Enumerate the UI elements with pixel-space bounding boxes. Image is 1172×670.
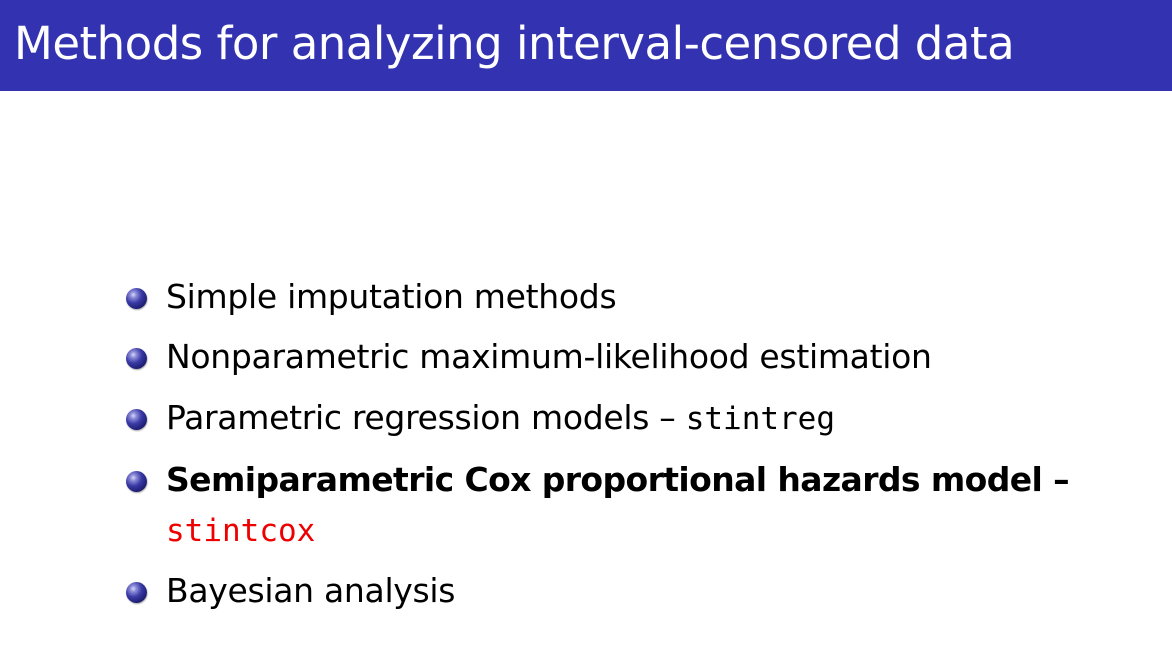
list-item-text: Bayesian analysis bbox=[166, 571, 456, 610]
list-item-text: Simple imputation methods bbox=[166, 277, 617, 316]
title-bar: Methods for analyzing interval-censored … bbox=[0, 0, 1172, 91]
list-item-label: Parametric regression models – bbox=[166, 398, 686, 437]
ball-bullet-icon bbox=[126, 288, 147, 309]
command-name-highlighted: stintcox bbox=[166, 513, 316, 549]
ball-bullet-icon bbox=[126, 348, 147, 369]
list-item-text: Nonparametric maximum-likelihood estimat… bbox=[166, 337, 932, 376]
ball-bullet-icon bbox=[126, 409, 147, 430]
list-item-text: Semiparametric Cox proportional hazards … bbox=[166, 460, 1070, 499]
ball-bullet-icon bbox=[126, 582, 147, 603]
ball-bullet-icon bbox=[126, 471, 147, 492]
slide-title: Methods for analyzing interval-censored … bbox=[14, 17, 1015, 70]
command-name: stintreg bbox=[685, 401, 836, 437]
list-item-text: Parametric regression models – stintreg bbox=[166, 397, 835, 440]
